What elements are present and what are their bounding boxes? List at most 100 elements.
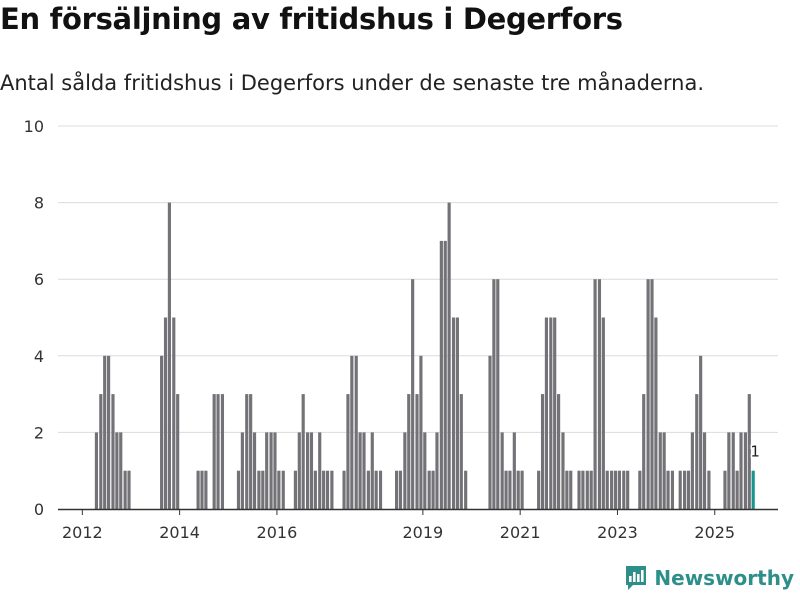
bar bbox=[176, 394, 180, 509]
bar bbox=[346, 394, 350, 509]
x-tick-label: 2025 bbox=[694, 523, 735, 542]
bar bbox=[196, 470, 200, 509]
bar bbox=[309, 432, 314, 509]
data-label: 1 bbox=[750, 443, 760, 461]
bar bbox=[297, 432, 301, 509]
bar bbox=[658, 432, 662, 509]
bar bbox=[577, 470, 581, 509]
bar bbox=[427, 470, 431, 509]
x-tick-label: 2019 bbox=[403, 523, 444, 542]
bar bbox=[220, 394, 225, 509]
bar bbox=[549, 317, 553, 509]
bar bbox=[123, 470, 127, 509]
y-tick-label: 4 bbox=[34, 347, 44, 366]
bar bbox=[638, 470, 642, 509]
bar bbox=[553, 317, 557, 509]
bar bbox=[739, 432, 743, 509]
bar bbox=[305, 432, 310, 509]
bar bbox=[496, 279, 500, 509]
brand-logo[interactable]: Newsworthy bbox=[624, 564, 794, 592]
bar bbox=[350, 355, 354, 509]
bar bbox=[735, 470, 739, 509]
bar bbox=[683, 470, 687, 509]
bar bbox=[451, 317, 456, 509]
bar bbox=[94, 432, 99, 509]
bar bbox=[597, 279, 602, 509]
bar bbox=[366, 470, 370, 509]
bar bbox=[163, 317, 168, 509]
bar bbox=[99, 394, 103, 509]
bar bbox=[204, 470, 208, 509]
x-tick-label: 2016 bbox=[257, 523, 298, 542]
bar bbox=[699, 355, 703, 509]
bar bbox=[508, 470, 512, 509]
highlight-bar bbox=[751, 470, 755, 509]
bar bbox=[261, 470, 265, 509]
bar bbox=[561, 432, 565, 509]
x-tick-label: 2014 bbox=[159, 523, 200, 542]
bar bbox=[520, 470, 524, 509]
bar bbox=[172, 317, 176, 509]
bar bbox=[455, 317, 459, 509]
bar bbox=[252, 432, 257, 509]
y-tick-label: 6 bbox=[34, 270, 44, 289]
bar bbox=[464, 470, 468, 509]
bar bbox=[537, 470, 541, 509]
bar bbox=[293, 470, 297, 509]
bar bbox=[415, 394, 419, 509]
bar bbox=[593, 279, 597, 509]
page-title: En försäljning av fritidshus i Degerfors bbox=[0, 2, 623, 36]
bar bbox=[435, 432, 439, 509]
bar bbox=[727, 432, 731, 509]
bar bbox=[119, 432, 123, 509]
bar bbox=[504, 470, 508, 509]
bar bbox=[686, 470, 691, 509]
bar bbox=[378, 470, 383, 509]
bar bbox=[447, 202, 451, 509]
bar bbox=[654, 317, 658, 509]
bar bbox=[459, 394, 463, 509]
y-tick-label: 2 bbox=[34, 423, 44, 442]
bar bbox=[666, 470, 670, 509]
bar bbox=[613, 470, 618, 509]
y-tick-label: 8 bbox=[34, 194, 44, 213]
bar bbox=[212, 394, 216, 509]
bar bbox=[354, 355, 358, 509]
bar bbox=[273, 432, 277, 509]
bar bbox=[540, 394, 545, 509]
bar bbox=[257, 470, 261, 509]
chart-subtitle: Antal sålda fritidshus i Degerfors under… bbox=[0, 71, 705, 95]
bar bbox=[160, 355, 164, 509]
y-tick-label: 10 bbox=[24, 117, 44, 136]
bar bbox=[362, 432, 366, 509]
bar bbox=[723, 470, 727, 509]
bar bbox=[581, 470, 585, 509]
bar bbox=[512, 432, 516, 509]
bar bbox=[642, 394, 646, 509]
bar bbox=[617, 470, 621, 509]
bar bbox=[301, 394, 305, 509]
bar bbox=[277, 470, 281, 509]
bar bbox=[646, 279, 650, 509]
bar bbox=[398, 470, 403, 509]
x-tick-label: 2023 bbox=[597, 523, 638, 542]
bar bbox=[236, 470, 241, 509]
bar bbox=[370, 432, 374, 509]
bar bbox=[610, 470, 614, 509]
bar bbox=[601, 317, 605, 509]
bar bbox=[731, 432, 735, 509]
bar bbox=[313, 470, 317, 509]
bar bbox=[626, 470, 630, 509]
x-tick-label: 2021 bbox=[500, 523, 541, 542]
bar bbox=[411, 279, 415, 509]
bar bbox=[322, 470, 326, 509]
bar bbox=[200, 470, 204, 509]
bar bbox=[107, 355, 111, 509]
bar bbox=[127, 470, 131, 509]
bar bbox=[702, 432, 707, 509]
bar bbox=[516, 470, 520, 509]
bar bbox=[500, 432, 504, 509]
bar bbox=[605, 470, 609, 509]
bar bbox=[216, 394, 220, 509]
